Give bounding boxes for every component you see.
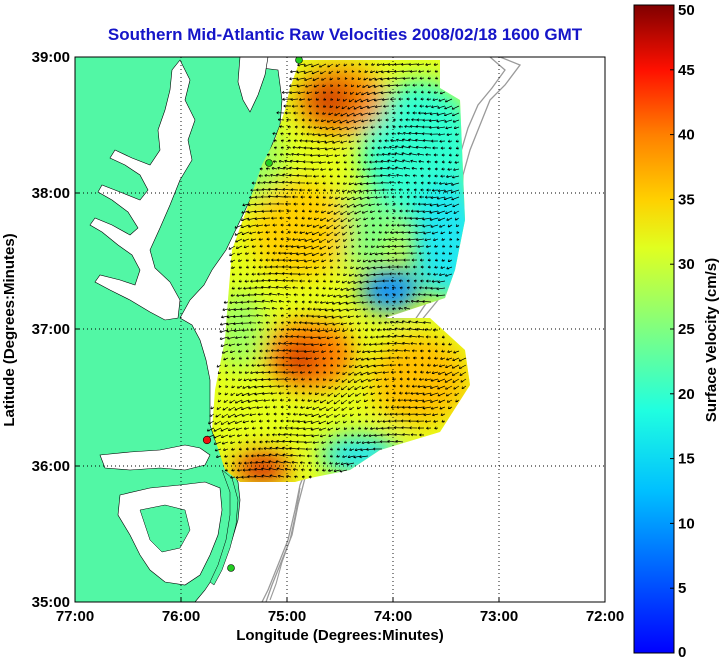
- y-tick-label: 36:00: [32, 458, 70, 475]
- y-tick-labels: 39:00 38:00 37:00 36:00 35:00: [32, 49, 70, 611]
- colorbar-tick-label: 25: [678, 321, 695, 338]
- station-marker-duck: [202, 435, 212, 445]
- bathymetry-contour: [269, 487, 301, 601]
- grid-lines: [75, 57, 605, 602]
- colorbar-label: Surface Velocity (cm/s): [703, 258, 720, 422]
- station-marker-delmarva: [265, 159, 273, 167]
- map-plot-area: [75, 57, 605, 602]
- x-tick-label: 76:00: [162, 608, 200, 625]
- x-tick-label: 74:00: [374, 608, 412, 625]
- y-axis-label: Latitude (Degrees:Minutes): [1, 233, 18, 426]
- colorbar-tick-label: 45: [678, 62, 695, 79]
- colorbar-tick-label: 50: [678, 2, 695, 19]
- y-tick-label: 35:00: [32, 594, 70, 611]
- y-tick-label: 37:00: [32, 321, 70, 338]
- delaware-bay: [237, 57, 269, 113]
- colorbar-tick-label: 15: [678, 451, 695, 468]
- colorbar-tick-label: 20: [678, 386, 695, 403]
- x-axis-label: Longitude (Degrees:Minutes): [236, 627, 444, 644]
- colorbar-ticks: 0 5 10 15 20 25 30 35 40 45 50: [670, 2, 695, 659]
- sound-peninsula: [139, 504, 191, 553]
- x-tick-label: 73:00: [480, 608, 518, 625]
- x-tick-label: 72:00: [586, 608, 624, 625]
- y-tick-label: 38:00: [32, 185, 70, 202]
- colorbar-tick-label: 0: [678, 644, 686, 659]
- y-tick-label: 39:00: [32, 49, 70, 66]
- station-marker-hatteras: [227, 564, 235, 572]
- colorbar-tick-label: 35: [678, 191, 695, 208]
- colorbar: 0 5 10 15 20 25 30 35 40 45 50 Surface Velocity (c…: [633, 2, 720, 659]
- x-tick-label: 75:00: [268, 608, 306, 625]
- chesapeake-bay: [89, 59, 196, 321]
- outer-banks: [209, 469, 239, 586]
- colorbar-tick-label: 10: [678, 515, 695, 532]
- colorbar-gradient: [633, 4, 675, 654]
- x-tick-labels: 77:00 76:00 75:00 74:00 73:00 72:00: [56, 608, 624, 625]
- colorbar-tick-label: 5: [678, 580, 686, 597]
- velocity-arrows: [206, 62, 467, 479]
- colorbar-tick-label: 40: [678, 127, 695, 144]
- velocity-arrow-set: [206, 62, 467, 479]
- x-tick-label: 77:00: [56, 608, 94, 625]
- tick-marks: [74, 56, 606, 603]
- map-title: Southern Mid-Atlantic Raw Velocities 200…: [108, 25, 583, 44]
- albemarle-sound: [99, 444, 211, 471]
- station-marker-north: [295, 57, 303, 64]
- colorbar-tick-label: 30: [678, 256, 695, 273]
